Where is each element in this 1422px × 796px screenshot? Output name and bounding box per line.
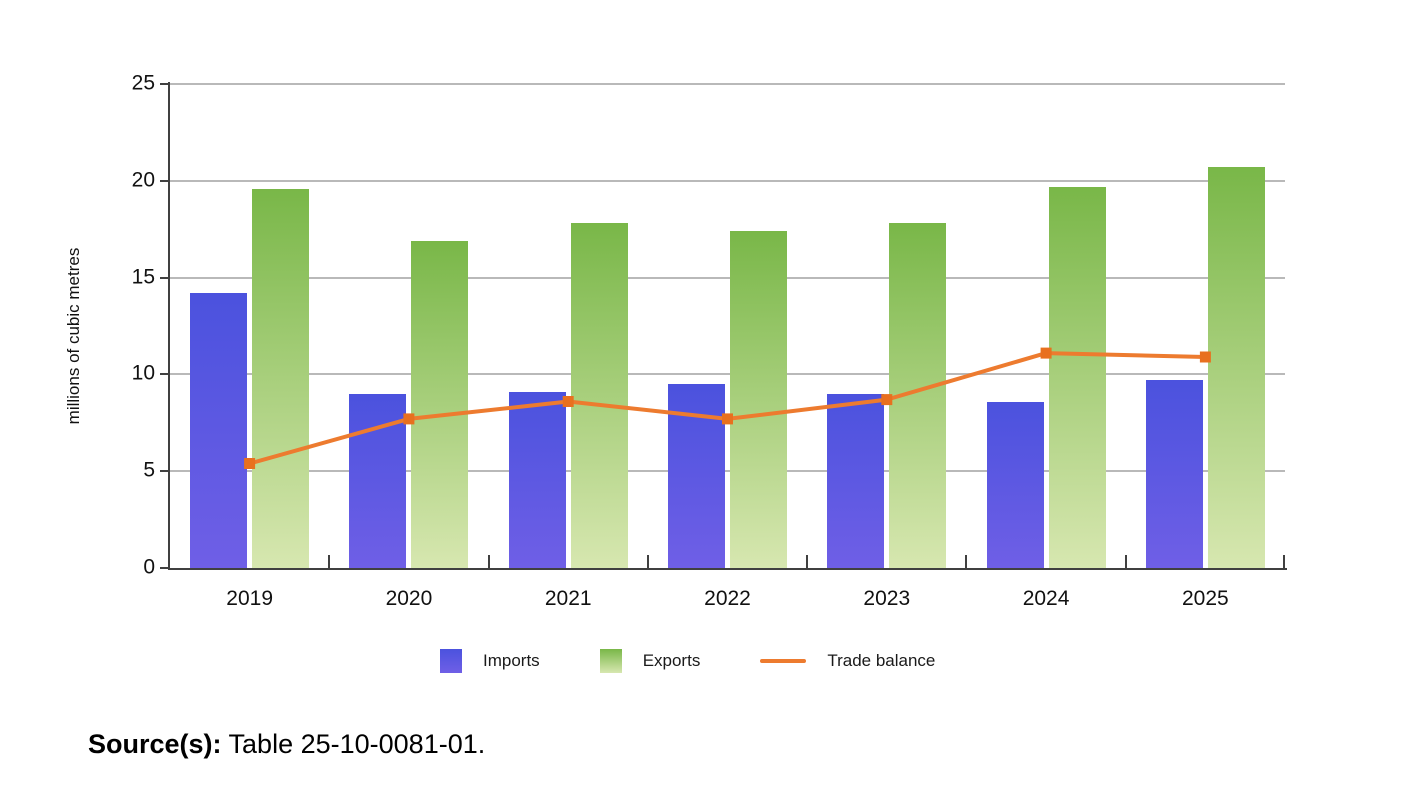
y-axis-tick: [160, 373, 169, 376]
legend-item-trade-balance: Trade balance: [760, 651, 935, 671]
trade-balance-marker: [562, 396, 574, 407]
y-axis-tick: [160, 179, 169, 182]
trade-balance-line: [247, 351, 1208, 466]
x-axis-tick: [328, 555, 330, 568]
x-tick-label: 2025: [1181, 587, 1229, 610]
y-axis-line: [168, 82, 170, 570]
y-axis-tick: [160, 83, 169, 85]
gridline: [170, 179, 1285, 182]
legend: Imports Exports Trade balance: [440, 649, 935, 673]
y-tick-label: 25: [131, 71, 155, 95]
exports-bar: [1207, 167, 1265, 568]
exports-bar: [729, 231, 787, 568]
bar-group: [966, 84, 1125, 568]
x-tick-label: 2021: [544, 587, 592, 610]
imports-bar: [508, 391, 566, 568]
y-axis-title: millions of cubic metres: [64, 247, 83, 425]
y-axis-tick: [160, 567, 169, 569]
gridline: [170, 83, 1285, 85]
x-axis-tick: [806, 555, 808, 568]
x-axis-tick: [488, 555, 490, 568]
exports-bar: [411, 240, 469, 568]
trade-balance-line-icon: [760, 659, 807, 663]
bar-group: [489, 84, 648, 568]
x-tick-label: 2019: [226, 587, 273, 610]
exports-bar: [570, 223, 628, 568]
legend-item-imports: Imports: [440, 649, 540, 673]
y-tick-label: 0: [143, 555, 155, 579]
x-axis-tick: [1283, 555, 1285, 568]
legend-label-trade-balance: Trade balance: [827, 651, 936, 670]
trade-balance-line-overlay: [244, 347, 1211, 469]
trade-balance-marker: [722, 413, 733, 425]
x-tick-label: 2020: [385, 587, 433, 610]
gridline: [170, 470, 1285, 473]
x-axis-tick: [965, 555, 967, 568]
gridline: [170, 276, 1285, 279]
legend-label-imports: Imports: [483, 651, 540, 670]
bar-group: [1126, 84, 1285, 568]
imports-bar: [986, 401, 1044, 568]
x-axis-line: [168, 568, 1287, 570]
plot-area: millions of cubic metres 0 5 10 15 20 25 2019…: [64, 72, 1287, 610]
legend-item-exports: Exports: [599, 649, 701, 673]
trade-balance-marker: [881, 394, 893, 406]
y-tick-label: 10: [131, 361, 155, 385]
exports-swatch-icon: [599, 649, 622, 673]
y-tick-label: 20: [131, 168, 155, 192]
bar-group: [170, 84, 329, 568]
source-note: Source(s): Table 25-10-0081-01.: [88, 729, 485, 760]
imports-swatch-icon: [440, 649, 462, 673]
x-axis-tick: [1125, 555, 1127, 568]
y-axis-tick: [160, 276, 169, 279]
y-tick-label: 15: [131, 265, 155, 289]
exports-bar: [1048, 186, 1106, 568]
y-tick-label: 5: [143, 458, 155, 482]
trade-balance-marker: [1199, 351, 1211, 363]
source-prefix: Source(s):: [88, 729, 222, 759]
source-text: Table 25-10-0081-01.: [221, 729, 486, 759]
x-tick-label: 2023: [863, 587, 911, 610]
x-axis-tick: [647, 555, 649, 568]
trade-balance-marker: [403, 413, 415, 425]
exports-bar: [252, 188, 310, 568]
trade-balance-marker: [1040, 347, 1052, 359]
legend-label-exports: Exports: [642, 651, 701, 670]
gridline: [170, 373, 1285, 376]
x-tick-label: 2024: [1022, 587, 1070, 610]
trade-balance-marker: [244, 458, 256, 469]
imports-bar: [827, 393, 885, 568]
imports-bar: [1145, 380, 1203, 568]
y-axis-tick: [160, 470, 169, 473]
imports-bar: [190, 293, 248, 568]
x-tick-label: 2022: [704, 587, 751, 610]
